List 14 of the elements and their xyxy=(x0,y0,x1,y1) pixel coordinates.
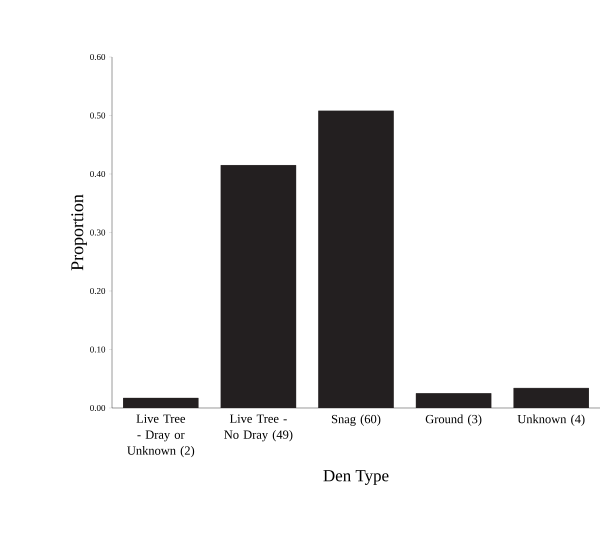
y-tick-label: 0.20 xyxy=(90,288,106,294)
x-tick-label: Unknown (4) xyxy=(518,414,585,426)
y-axis-title: Proportion xyxy=(71,194,87,270)
y-tick-label: 0.60 xyxy=(90,54,106,60)
x-tick-label: Ground (3) xyxy=(426,414,482,426)
y-tick-label: 0.30 xyxy=(90,229,106,236)
y-tick-label: 0.00 xyxy=(90,404,106,412)
x-tick-label: Live Tree - No Dray (49) xyxy=(224,414,292,442)
x-tick-label: Live Tree - Dray or Unknown (2) xyxy=(127,414,194,458)
y-tick-label: 0.40 xyxy=(90,170,106,178)
y-tick-label: 0.50 xyxy=(90,112,106,119)
x-tick-label: Snag (60) xyxy=(332,414,380,426)
y-tick-label: 0.10 xyxy=(90,346,106,353)
x-axis-title: Den Type xyxy=(323,470,388,485)
